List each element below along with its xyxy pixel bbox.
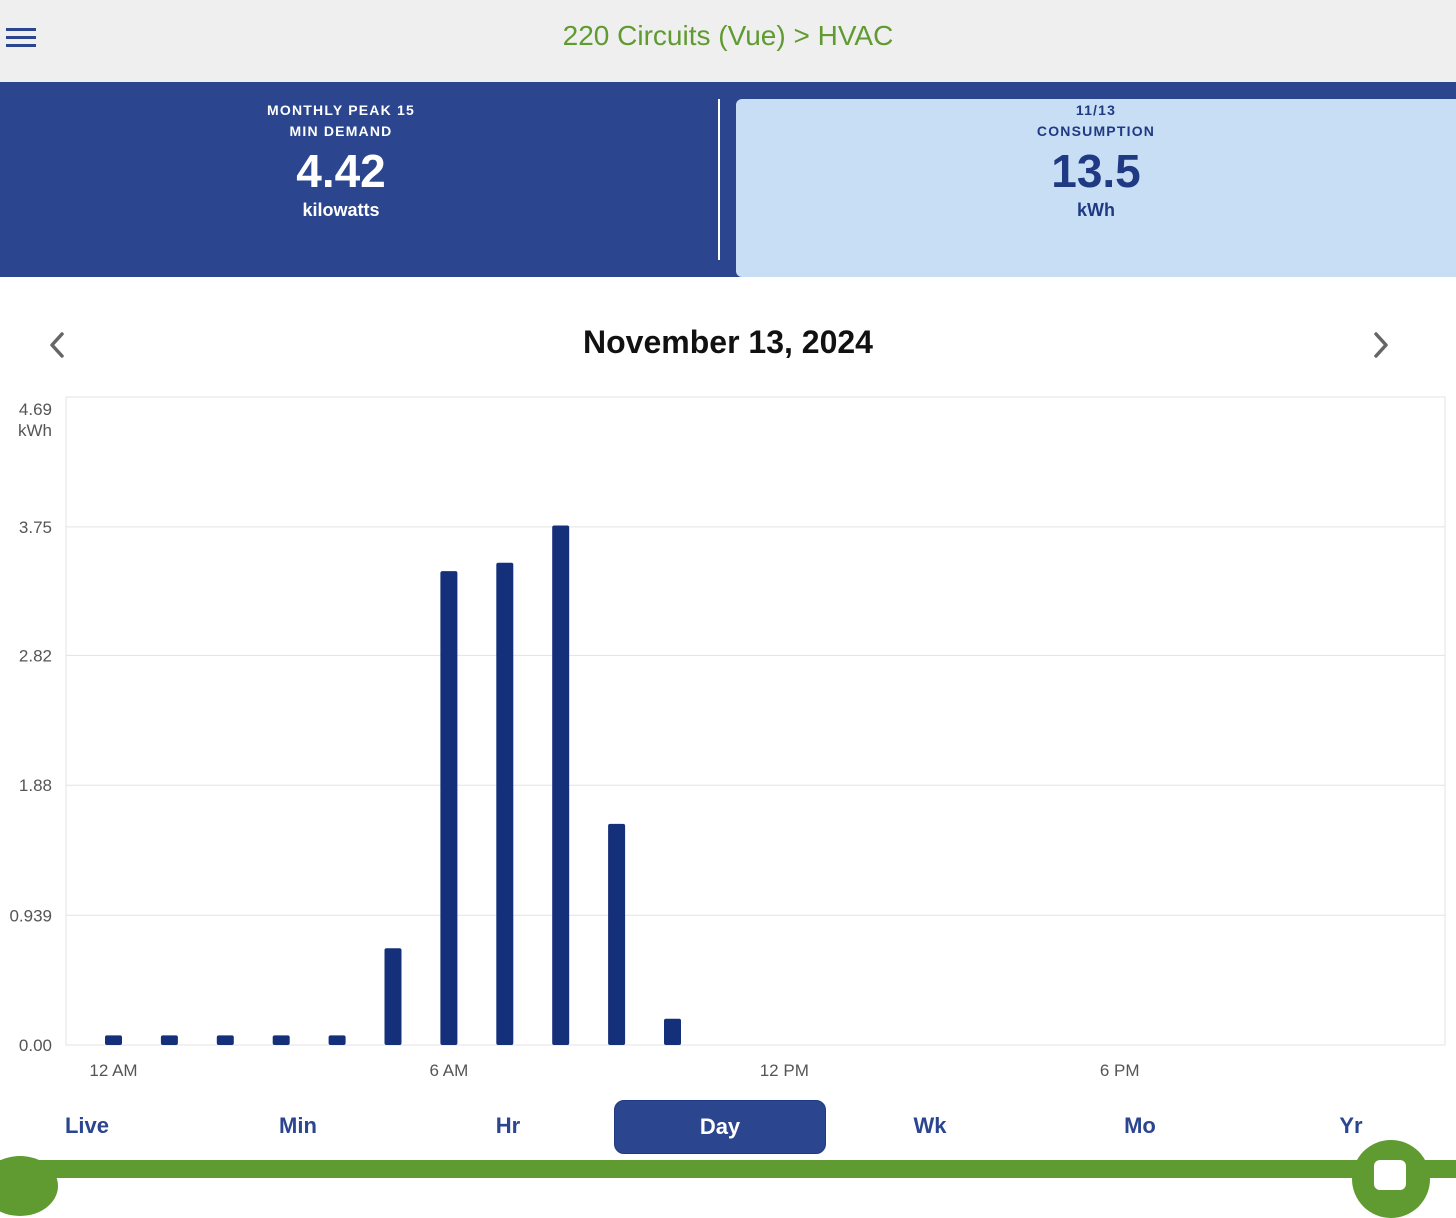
bar-2-am[interactable] xyxy=(216,1035,234,1045)
bar-3-am[interactable] xyxy=(272,1035,290,1045)
previous-day-chevron-left-icon[interactable] xyxy=(42,330,72,360)
consumption-unit: kWh xyxy=(1077,200,1115,220)
tab-mo[interactable]: Mo xyxy=(1124,1113,1156,1138)
x-tick-label: 6 PM xyxy=(1100,1061,1140,1080)
stats-divider xyxy=(718,99,720,260)
demand-unit: kilowatts xyxy=(302,200,380,220)
top-bar: 220 Circuits (Vue) > HVAC xyxy=(0,0,1456,82)
page-title: 220 Circuits (Vue) > HVAC xyxy=(562,20,894,51)
bar-5-am[interactable] xyxy=(384,948,402,1045)
bar-1-am[interactable] xyxy=(160,1035,178,1045)
fab-icon xyxy=(1374,1160,1406,1190)
consumption-label-line2: CONSUMPTION xyxy=(1036,123,1156,139)
x-tick-label: 12 AM xyxy=(89,1061,137,1080)
tab-live[interactable]: Live xyxy=(64,1113,110,1138)
demand-label-line2: MIN DEMAND xyxy=(289,123,393,139)
bottom-nav-bar xyxy=(0,1160,1456,1178)
consumption-value: 13.5 xyxy=(1051,145,1141,197)
plot-area xyxy=(65,396,1446,1046)
consumption-label-line1: 11/13 xyxy=(1075,102,1117,118)
y-tick-label: 1.88 xyxy=(19,776,52,795)
bar-9-am[interactable] xyxy=(608,823,626,1045)
floating-action-button[interactable] xyxy=(1352,1140,1430,1218)
time-range-tabs: Live Min Hr Day Wk Mo Yr xyxy=(0,1100,1456,1154)
bar-7-am[interactable] xyxy=(496,562,514,1045)
y-tick-label: 0.00 xyxy=(19,1036,52,1055)
y-tick-label: 2.82 xyxy=(19,646,52,665)
tab-yr[interactable]: Yr xyxy=(1339,1113,1363,1138)
next-day-chevron-right-icon[interactable] xyxy=(1366,330,1396,360)
bar-4-am[interactable] xyxy=(328,1035,346,1045)
bar-10-am[interactable] xyxy=(664,1018,681,1045)
y-axis-unit-label: kWh xyxy=(18,421,52,440)
tab-hr[interactable]: Hr xyxy=(495,1113,521,1138)
tab-day[interactable]: Day xyxy=(614,1100,826,1154)
x-tick-label: 6 AM xyxy=(430,1061,469,1080)
tab-min[interactable]: Min xyxy=(279,1113,317,1138)
y-tick-label: 3.75 xyxy=(19,518,52,537)
tab-wk[interactable]: Wk xyxy=(913,1113,947,1138)
chart-svg: 0.00 0.939 1.88 2.82 3.75 4.69 kWh 12 AM 6 AM 12 … xyxy=(9,396,1446,1080)
demand-value: 4.42 xyxy=(296,145,386,197)
bar-6-am[interactable] xyxy=(440,571,458,1045)
bar-8-am[interactable] xyxy=(552,525,570,1045)
consumption-stat[interactable]: 11/13 CONSUMPTION 13.5 kWh xyxy=(736,99,1456,277)
stats-panel: MONTHLY PEAK 15 MIN DEMAND 4.42 kilowatt… xyxy=(0,82,1456,277)
demand-label-line1: MONTHLY PEAK 15 xyxy=(267,102,415,118)
demand-stat[interactable]: MONTHLY PEAK 15 MIN DEMAND 4.42 kilowatt… xyxy=(0,82,682,277)
date-title: November 13, 2024 xyxy=(583,324,873,360)
y-tick-label: 0.939 xyxy=(9,906,52,925)
energy-bar-chart: 0.00 0.939 1.88 2.82 3.75 4.69 kWh 12 AM 6 AM 12 … xyxy=(0,395,1456,1095)
y-tick-label: 4.69 xyxy=(19,400,52,419)
hamburger-menu-icon[interactable] xyxy=(6,28,36,48)
bar-12-am[interactable] xyxy=(105,1035,122,1045)
x-tick-label: 12 PM xyxy=(760,1061,809,1080)
